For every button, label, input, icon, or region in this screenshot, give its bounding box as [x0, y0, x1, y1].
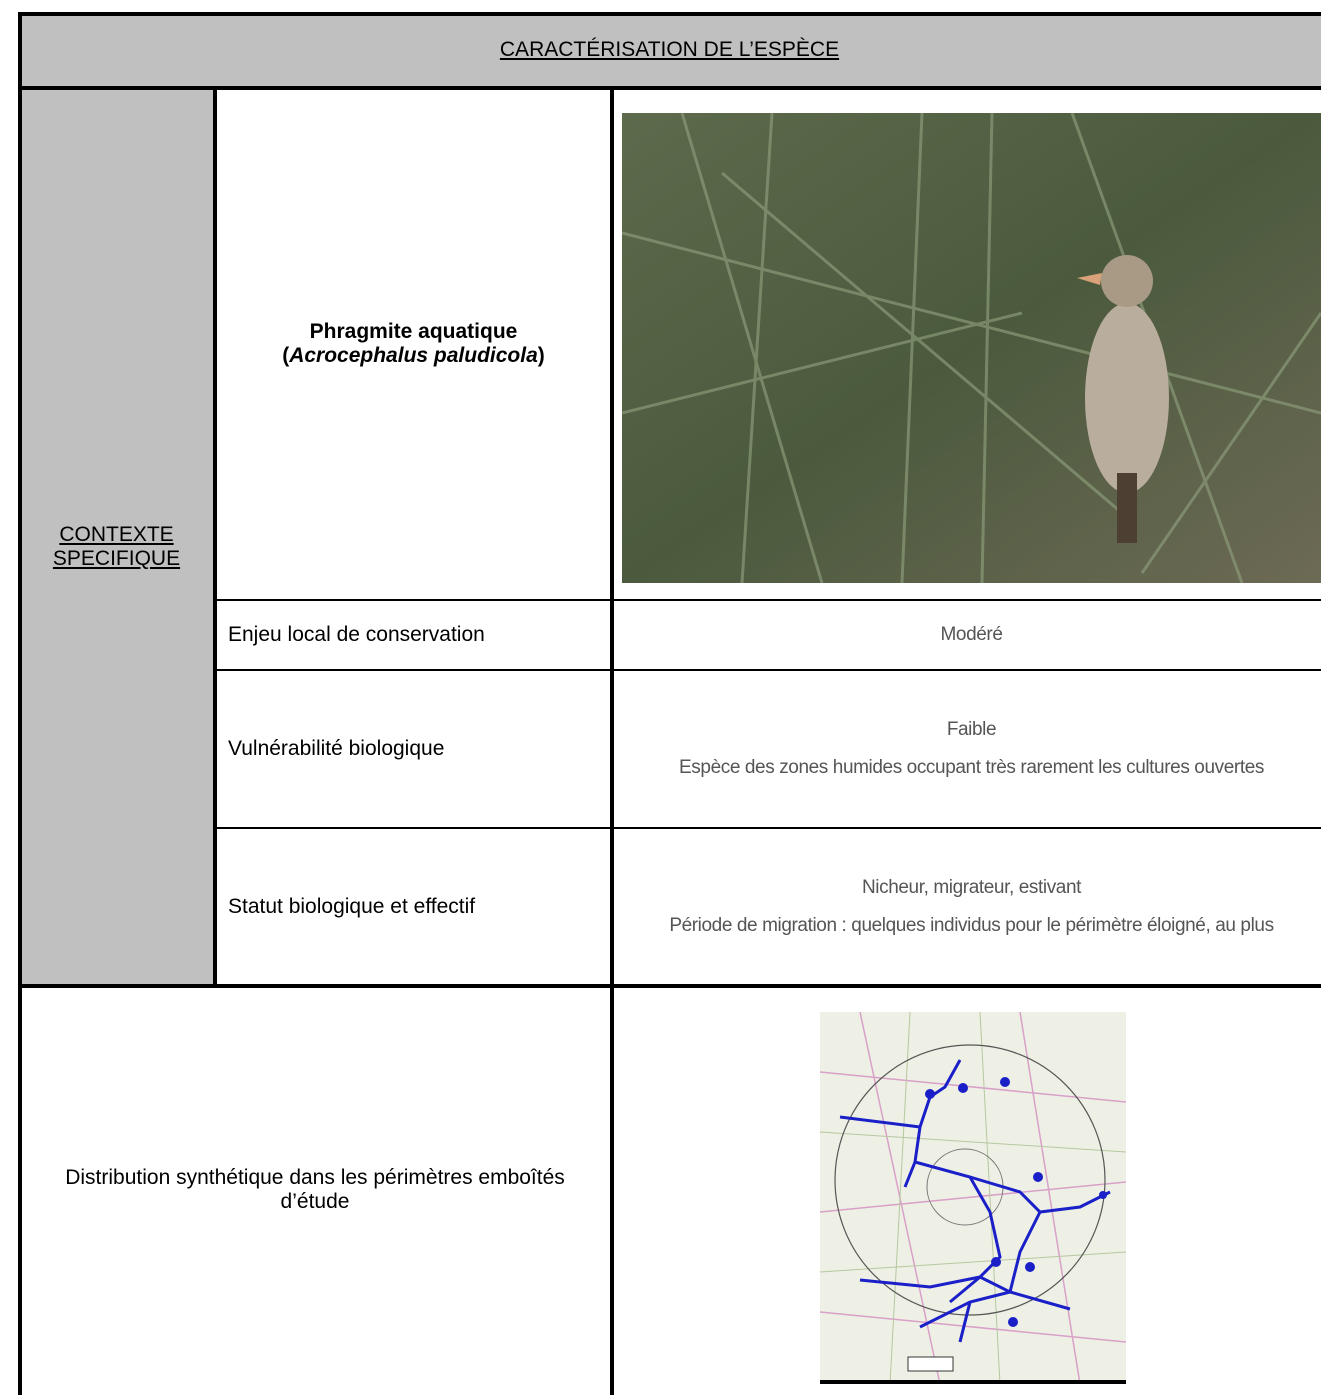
- row-value: Modéré: [940, 624, 1003, 645]
- latin-part: ): [537, 344, 545, 367]
- row-label: Enjeu local de conservation: [228, 623, 485, 646]
- photo-cell: [612, 88, 1321, 600]
- row-value-cell: Faible Espèce des zones humides occupant …: [612, 670, 1321, 828]
- distribution-cell: Distribution synthétique dans les périmè…: [18, 985, 612, 1395]
- row-value: Espèce des zones humides occupant très r…: [679, 757, 1264, 778]
- border: [215, 827, 1321, 829]
- header-title: CARACTÉRISATION DE L’ESPÈCE: [499, 38, 840, 61]
- row-label: Statut biologique et effectif: [228, 894, 476, 918]
- row-label: Vulnérabilité biologique: [228, 737, 445, 760]
- row-value: Période de migration : quelques individu…: [669, 914, 1274, 936]
- distribution-label: Distribution synthétique dans les périmè…: [65, 1166, 565, 1213]
- border: [213, 88, 217, 985]
- row-value: Faible: [946, 719, 997, 740]
- border: [215, 669, 1321, 671]
- bird-photo: [622, 113, 1321, 583]
- row-value: Nicheur, migrateur, estivant: [861, 876, 1082, 898]
- header-cell: CARACTÉRISATION DE L’ESPÈCE: [18, 12, 1321, 88]
- section-label: SPECIFIQUE: [52, 546, 181, 570]
- border: [18, 86, 1321, 90]
- row-value-cell: Nicheur, migrateur, estivant Période de m…: [612, 828, 1321, 985]
- species-cell: Phragmite aquatique (Acrocephalus paludi…: [215, 88, 612, 600]
- species-common: Phragmite aquatique: [309, 320, 518, 343]
- map-cell: [612, 985, 1321, 1395]
- border: [18, 12, 22, 1395]
- distribution-map: [820, 1012, 1126, 1384]
- section-cell: CONTEXTE SPECIFIQUE: [18, 88, 215, 985]
- border: [610, 88, 614, 1395]
- border: [18, 12, 1321, 16]
- border: [215, 599, 1321, 601]
- species-latin: (Acrocephalus paludicola): [282, 344, 545, 368]
- latin-part: (: [282, 344, 290, 367]
- latin-part: Acrocephalus paludicola: [289, 344, 538, 367]
- section-label: CONTEXTE: [59, 522, 174, 546]
- row-value-cell: Modéré: [612, 600, 1321, 670]
- border: [18, 984, 1321, 988]
